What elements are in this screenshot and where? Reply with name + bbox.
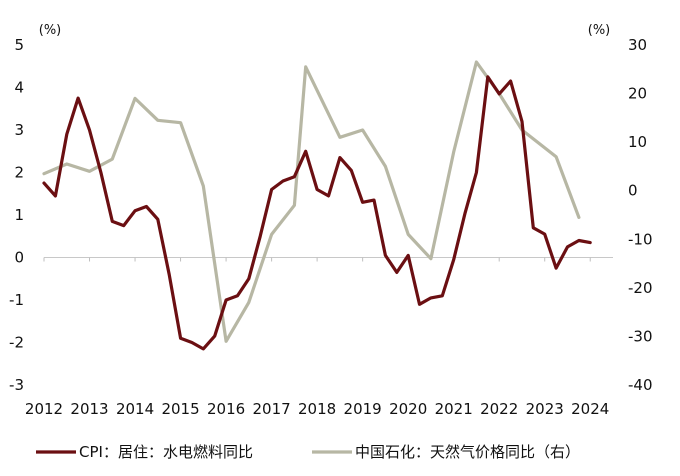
x-tick-label: 2022 bbox=[480, 400, 518, 418]
x-tick-label: 2017 bbox=[253, 400, 291, 418]
right-y-tick-label: -10 bbox=[628, 230, 653, 248]
legend-label-cpi: CPI：居住：水电燃料同比 bbox=[79, 443, 253, 461]
left-y-tick-label: -2 bbox=[9, 334, 24, 352]
left-y-tick-label: 2 bbox=[14, 164, 24, 182]
right-y-tick-label: 20 bbox=[628, 85, 647, 103]
legend: CPI：居住：水电燃料同比 中国石化：天然气价格同比（右） bbox=[36, 443, 580, 461]
left-y-tick-label: 5 bbox=[14, 36, 24, 54]
x-tick-label: 2015 bbox=[161, 400, 199, 418]
left-axis-unit: (%) bbox=[39, 23, 62, 38]
right-y-tick-label: 0 bbox=[628, 182, 638, 200]
x-tick-label: 2016 bbox=[207, 400, 245, 418]
left-y-tick-label: 1 bbox=[14, 206, 24, 224]
x-tick-label: 2021 bbox=[435, 400, 473, 418]
x-tick-label: 2013 bbox=[70, 400, 108, 418]
left-y-tick-label: 3 bbox=[14, 121, 24, 139]
right-y-tick-label: -40 bbox=[628, 376, 653, 394]
x-tick-label: 2012 bbox=[25, 400, 63, 418]
left-y-tick-label: 0 bbox=[14, 249, 24, 267]
x-tick-label: 2014 bbox=[116, 400, 154, 418]
x-tick-label: 2024 bbox=[571, 400, 609, 418]
right-axis-unit: (%) bbox=[588, 23, 611, 38]
right-y-tick-label: 30 bbox=[628, 36, 647, 54]
x-tick-label: 2018 bbox=[298, 400, 336, 418]
left-y-tick-label: 4 bbox=[14, 79, 24, 97]
cpi-utilities-line bbox=[42, 75, 592, 351]
x-tick-label: 2020 bbox=[389, 400, 427, 418]
axes: 2012 2013 2014 2015 2016 2017 2018 2019 2020 2021… bbox=[9, 23, 652, 418]
right-y-tick-label: -30 bbox=[628, 327, 653, 345]
right-y-tick-label: 10 bbox=[628, 133, 647, 151]
natural-gas-price-line bbox=[42, 60, 581, 343]
legend-label-gas: 中国石化：天然气价格同比（右） bbox=[355, 443, 580, 461]
series-lines bbox=[42, 60, 592, 351]
left-y-tick-label: -3 bbox=[9, 376, 24, 394]
left-y-tick-label: -1 bbox=[9, 291, 24, 309]
x-tick-label: 2019 bbox=[344, 400, 382, 418]
right-y-tick-label: -20 bbox=[628, 279, 653, 297]
x-tick-label: 2023 bbox=[526, 400, 564, 418]
